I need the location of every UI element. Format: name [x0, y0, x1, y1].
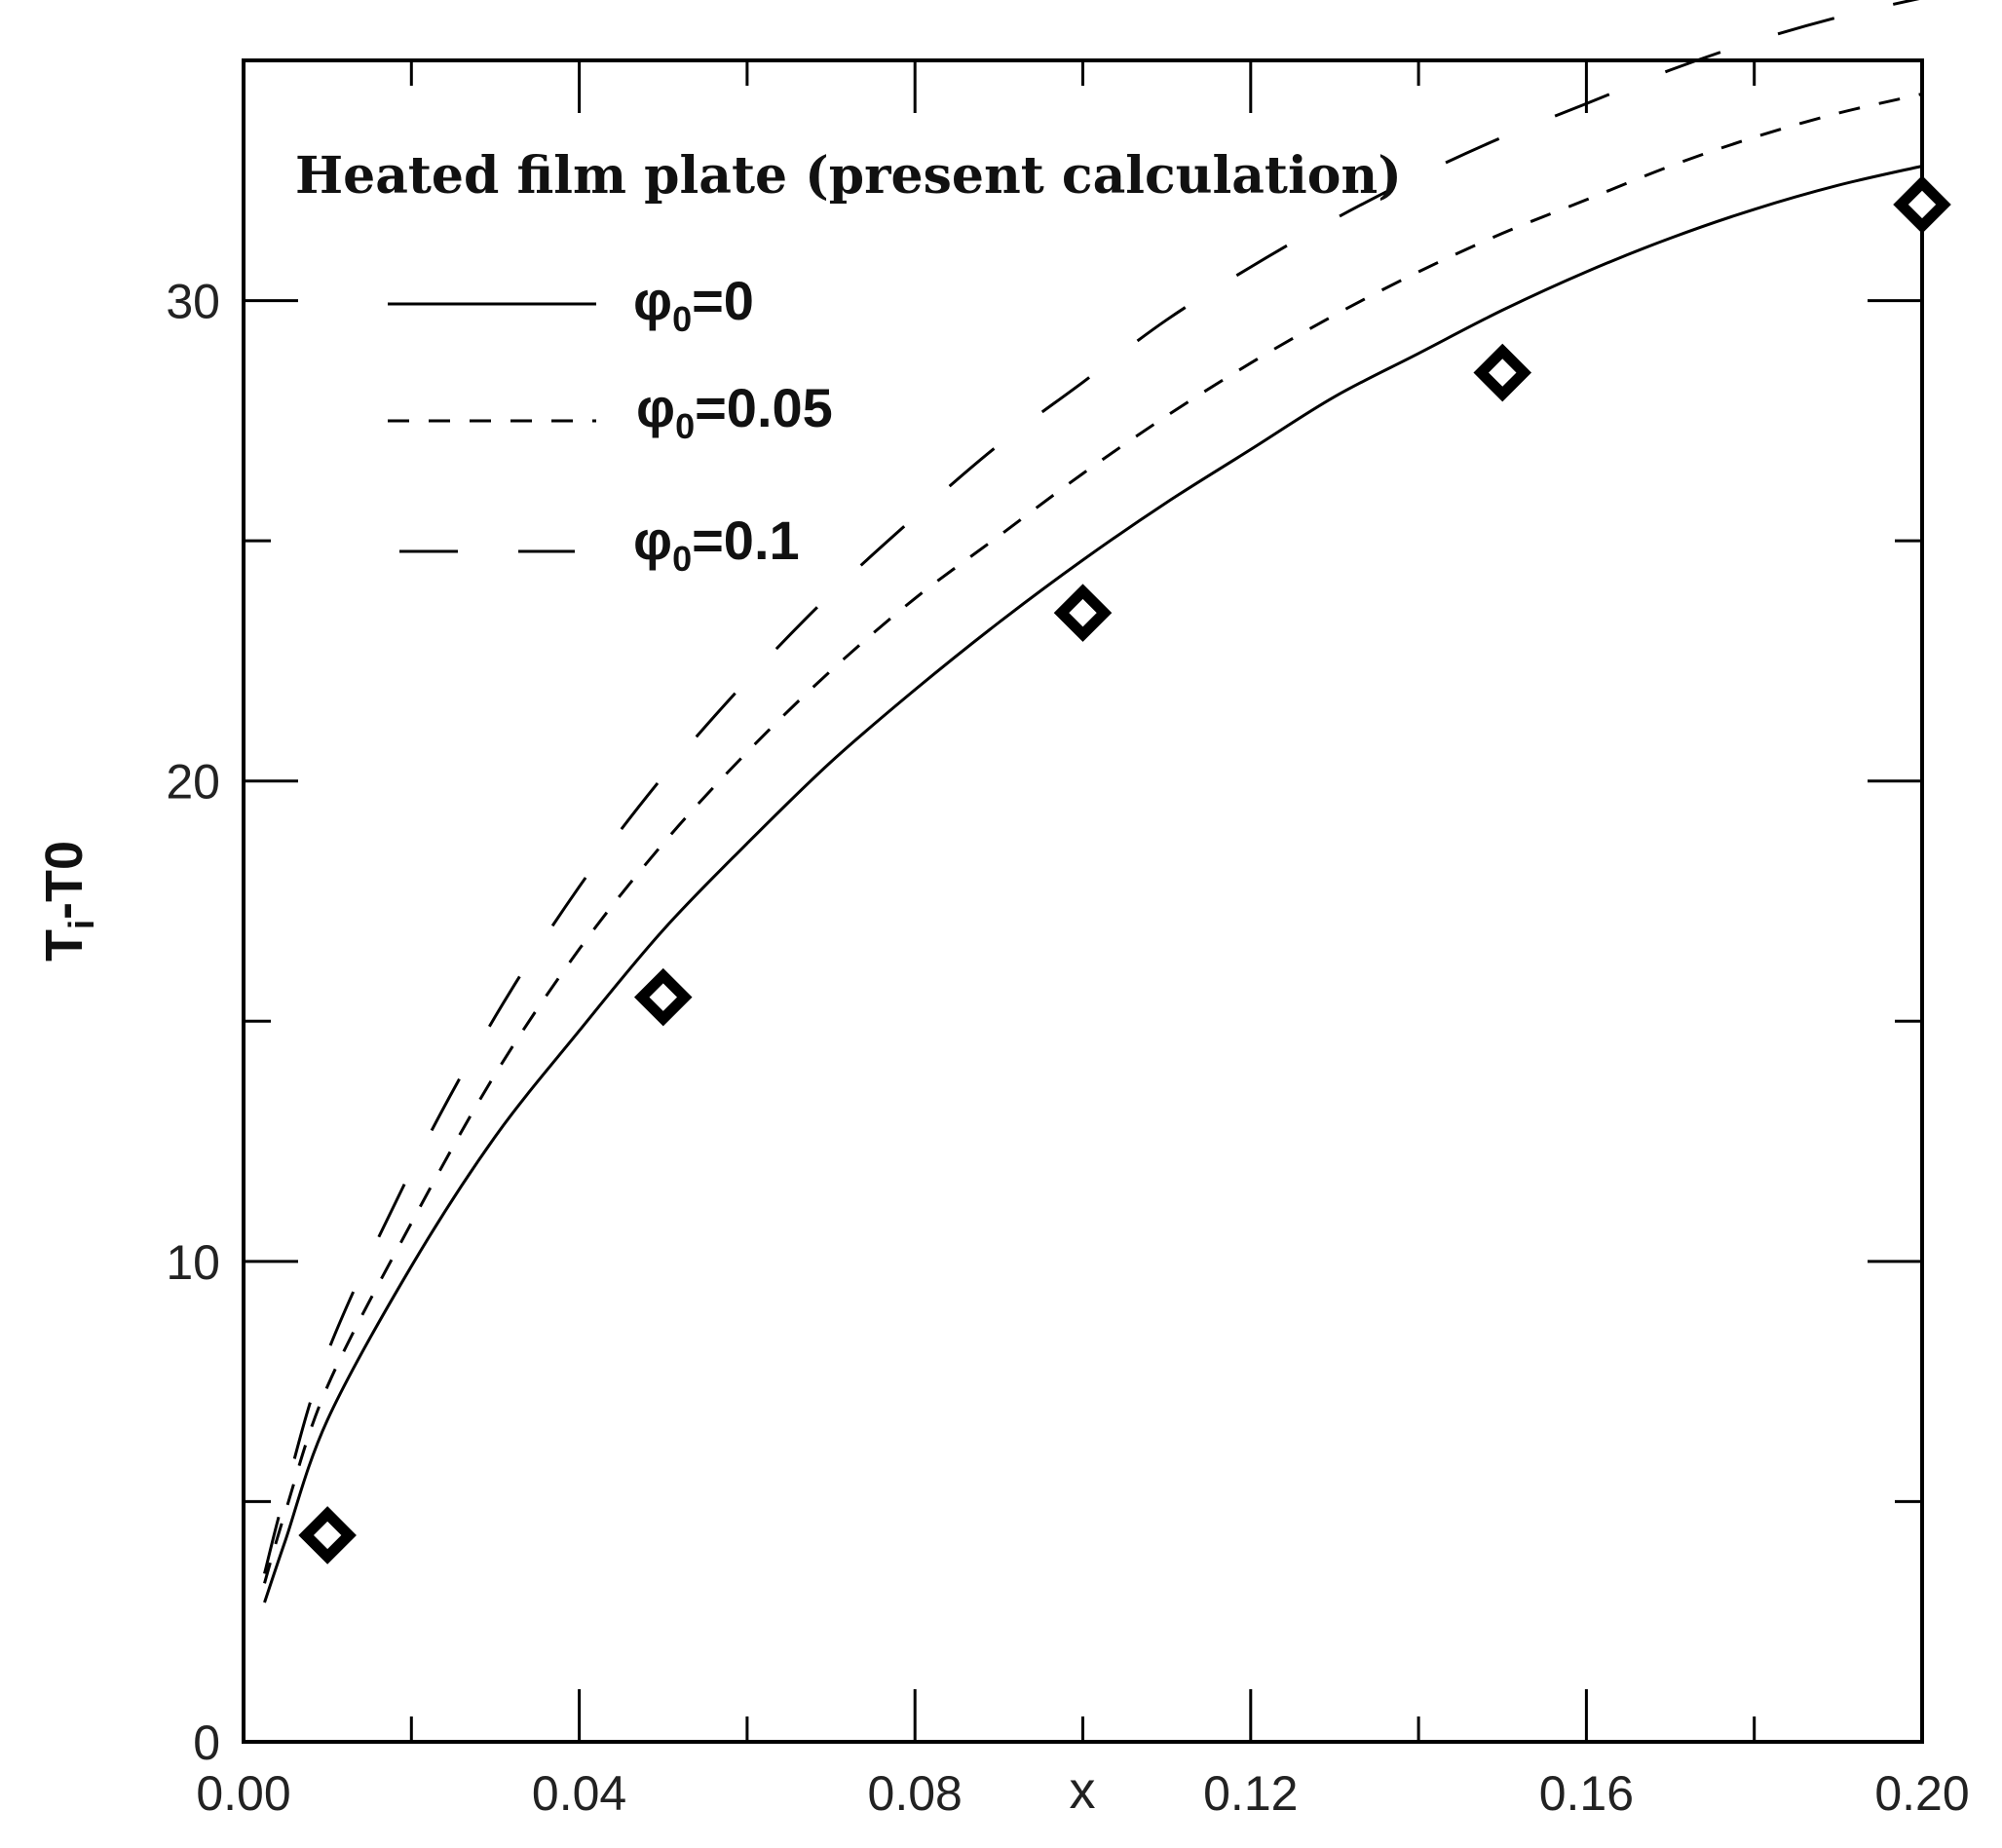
x-tick-label: 0.04 — [532, 1766, 626, 1821]
y-axis-title-rest: -T0 — [35, 841, 94, 920]
series-line-long-dash — [263, 0, 1920, 1574]
legend: φ0=0 φ0=0.05 φ0=0.1 — [388, 270, 833, 579]
experimental-points — [298, 175, 1951, 1565]
experimental-diamond-marker — [1893, 175, 1951, 234]
legend-label-phi0-0.1: φ0=0.1 — [633, 509, 800, 579]
x-tick-label: 0.08 — [868, 1766, 963, 1821]
experimental-diamond-marker — [1053, 584, 1113, 642]
y-axis-ticks: 0 10 20 30 — [166, 58, 1922, 1770]
legend-label-phi0-0.05: φ0=0.05 — [636, 377, 833, 446]
x-axis-ticks: 0.00 0.04 0.08 0.12 0.16 0.20 — [196, 60, 1970, 1821]
x-tick-label: 0.00 — [196, 1766, 290, 1821]
plot-frame — [242, 58, 1924, 1744]
y-tick-label: 0 — [193, 1716, 220, 1770]
experimental-diamond-marker — [633, 967, 693, 1027]
y-tick-label: 10 — [166, 1235, 220, 1290]
plot-title: Heated film plate (present calculation) — [295, 146, 1402, 206]
y-tick-label: 20 — [166, 755, 220, 810]
experimental-diamond-marker — [298, 1506, 357, 1565]
x-tick-label: 0.16 — [1539, 1766, 1634, 1821]
y-axis-title-sub: i — [61, 920, 101, 929]
y-tick-label: 30 — [166, 275, 220, 329]
series-layer — [263, 0, 1923, 1603]
y-axis-title-main: T — [35, 929, 94, 962]
x-tick-label: 0.12 — [1203, 1766, 1298, 1821]
series-line-short-dash — [263, 93, 1923, 1584]
x-tick-label: 0.20 — [1874, 1766, 1969, 1821]
legend-label-phi0-0: φ0=0 — [633, 270, 754, 339]
series-line-solid — [263, 165, 1923, 1603]
y-axis-title: Ti-T0 — [35, 841, 101, 962]
x-axis-title: x — [1070, 1761, 1096, 1820]
experimental-diamond-marker — [1473, 343, 1532, 402]
